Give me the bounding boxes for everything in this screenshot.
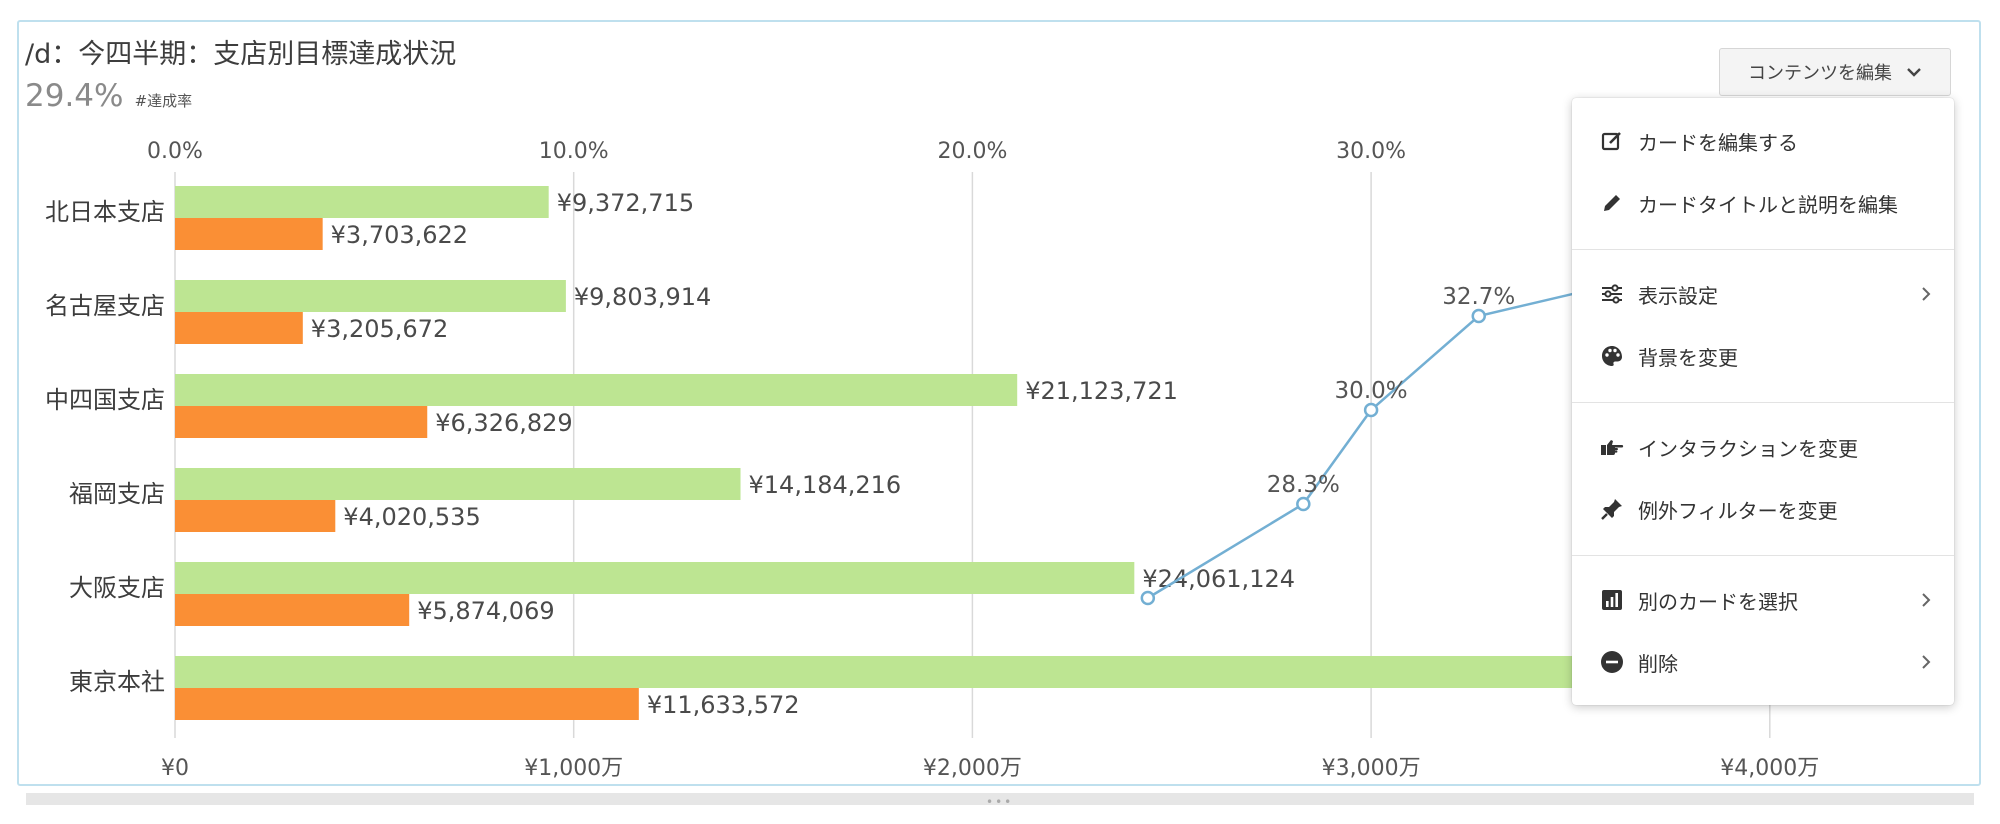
menu-item-edit-title[interactable]: カードタイトルと説明を編集 <box>1572 172 1954 234</box>
x-tick-label-top: 0.0% <box>147 139 203 164</box>
rate-point <box>1363 402 1379 418</box>
menu-item-label: 表示設定 <box>1638 283 1718 308</box>
card-title: /d：今四半期：支店別目標達成状況 <box>25 39 457 70</box>
actual-bar <box>175 406 428 438</box>
menu-item-label: 別のカードを選択 <box>1638 589 1798 614</box>
edit-content-button[interactable]: コンテンツを編集 <box>1719 48 1951 96</box>
edit-square-icon <box>1598 127 1626 155</box>
menu-divider <box>1572 402 1954 403</box>
menu-item-label: カードを編集する <box>1638 130 1798 155</box>
actual-bar <box>175 312 303 344</box>
category-label: 大阪支店 <box>69 574 165 602</box>
rate-label: 32.7% <box>1442 284 1515 310</box>
edit-content-label: コンテンツを編集 <box>1748 63 1892 84</box>
target-bar <box>175 562 1135 594</box>
menu-item-change-background[interactable]: 背景を変更 <box>1572 325 1954 387</box>
chevron-right-icon <box>1922 287 1931 301</box>
category-label: 北日本支店 <box>45 198 165 226</box>
target-value-label: ¥9,372,715 <box>557 189 694 217</box>
minus-circle-icon <box>1598 648 1626 676</box>
menu-item-change-interaction[interactable]: インタラクションを変更 <box>1572 416 1954 478</box>
target-bar <box>175 186 549 218</box>
sliders-icon <box>1598 280 1626 308</box>
chevron-right-icon <box>1922 655 1931 669</box>
chevron-right-icon <box>1922 593 1931 607</box>
summary: 29.4% #達成率 <box>25 78 192 114</box>
menu-divider <box>1572 555 1954 556</box>
target-bar <box>175 656 1770 688</box>
palette-icon <box>1598 342 1626 370</box>
category-label: 名古屋支店 <box>45 292 165 320</box>
target-value-label: ¥24,061,124 <box>1142 565 1295 593</box>
x-tick-label-top: 10.0% <box>539 139 609 164</box>
menu-item-label: インタラクションを変更 <box>1638 436 1858 461</box>
actual-bar <box>175 688 639 720</box>
menu-item-label: 削除 <box>1638 651 1678 676</box>
x-tick-label-bottom: ¥1,000万 <box>524 756 623 781</box>
x-tick-label-bottom: ¥2,000万 <box>923 756 1022 781</box>
rate-label: 30.0% <box>1335 378 1408 404</box>
actual-bar <box>175 594 410 626</box>
x-tick-label-bottom: ¥4,000万 <box>1720 756 1819 781</box>
target-value-label: ¥9,803,914 <box>574 283 711 311</box>
x-tick-label-bottom: ¥0 <box>161 756 189 781</box>
chevron-down-icon <box>1907 68 1921 77</box>
target-value-label: ¥14,184,216 <box>749 471 902 499</box>
menu-divider <box>1572 249 1954 250</box>
resize-grip-icon[interactable]: ••• <box>986 795 1014 809</box>
menu-item-exception-filter[interactable]: 例外フィルターを変更 <box>1572 478 1954 540</box>
context-menu: カードを編集する カードタイトルと説明を編集 表示設定 背景を変更 インタラクシ… <box>1572 98 1954 705</box>
rate-label: 28.3% <box>1267 472 1340 498</box>
menu-item-display-settings[interactable]: 表示設定 <box>1572 263 1954 325</box>
rate-point <box>1471 308 1486 324</box>
rate-point <box>1140 590 1156 606</box>
actual-value-label: ¥4,020,535 <box>343 503 480 531</box>
summary-label: #達成率 <box>134 92 193 110</box>
menu-item-edit-card[interactable]: カードを編集する <box>1572 110 1954 172</box>
resize-bar[interactable] <box>26 793 1974 805</box>
menu-item-label: 背景を変更 <box>1638 345 1738 370</box>
pencil-icon <box>1598 189 1626 217</box>
target-value-label: ¥21,123,721 <box>1025 377 1178 405</box>
menu-item-select-other-card[interactable]: 別のカードを選択 <box>1572 569 1954 631</box>
menu-item-label: カードタイトルと説明を編集 <box>1638 192 1898 217</box>
actual-value-label: ¥5,874,069 <box>417 597 554 625</box>
target-bar <box>175 468 741 500</box>
target-bar <box>175 374 1018 406</box>
actual-value-label: ¥3,205,672 <box>311 315 448 343</box>
category-label: 中四国支店 <box>45 386 165 414</box>
actual-value-label: ¥6,326,829 <box>435 409 572 437</box>
actual-value-label: ¥11,633,572 <box>647 691 800 719</box>
pin-filter-icon <box>1598 495 1626 523</box>
actual-value-label: ¥3,703,622 <box>331 221 468 249</box>
rate-point <box>1296 496 1311 512</box>
x-tick-label-top: 20.0% <box>937 139 1007 164</box>
target-bar <box>175 280 566 312</box>
pointing-hand-icon <box>1598 433 1626 461</box>
menu-item-delete[interactable]: 削除 <box>1572 631 1954 693</box>
bar-chart-icon <box>1598 586 1626 614</box>
menu-item-label: 例外フィルターを変更 <box>1638 498 1838 523</box>
summary-value: 29.4% <box>25 78 124 114</box>
category-label: 福岡支店 <box>69 480 165 508</box>
actual-bar <box>175 218 323 250</box>
x-tick-label-top: 30.0% <box>1336 139 1406 164</box>
category-label: 東京本社 <box>69 668 165 696</box>
x-tick-label-bottom: ¥3,000万 <box>1322 756 1421 781</box>
actual-bar <box>175 500 336 532</box>
